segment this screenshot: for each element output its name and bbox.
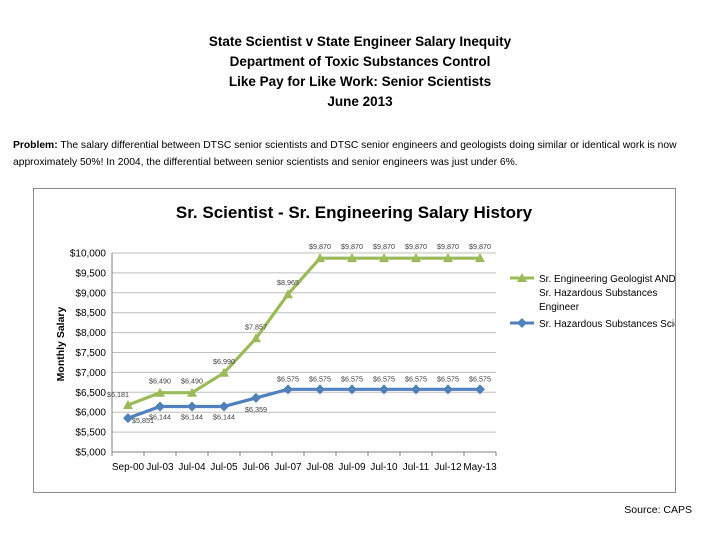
engineering-legend-label: Sr. Engineering Geologist AND bbox=[539, 274, 675, 285]
engineering-data-label: $9,870 bbox=[469, 242, 491, 251]
engineering-point bbox=[251, 333, 261, 343]
engineering-point bbox=[347, 253, 357, 263]
engineering-point bbox=[187, 387, 197, 397]
engineering-point bbox=[443, 253, 453, 263]
scientist-data-label: $6,575 bbox=[277, 374, 299, 383]
x-tick-label: Jul-09 bbox=[338, 462, 366, 473]
engineering-point bbox=[123, 399, 133, 409]
x-tick-label: Jul-04 bbox=[178, 462, 206, 473]
engineering-point bbox=[411, 253, 421, 263]
y-tick-label: $8,000 bbox=[75, 328, 106, 339]
engineering-legend-label: Engineer bbox=[539, 302, 580, 313]
x-tick-label: Jul-08 bbox=[306, 462, 334, 473]
y-tick-label: $5,500 bbox=[75, 428, 106, 439]
series-group bbox=[123, 253, 485, 424]
scientist-point bbox=[315, 384, 325, 395]
engineering-data-label: $9,870 bbox=[309, 242, 331, 251]
gridlines bbox=[112, 252, 496, 453]
data-labels: $6,181 $6,490 $6,490 $6,990 $7,857 $8,965 $9,8… bbox=[107, 242, 491, 425]
x-tick-label: Jul-10 bbox=[370, 462, 398, 473]
scientist-point bbox=[123, 413, 133, 424]
engineering-data-label: $8,965 bbox=[277, 278, 299, 287]
problem-label: Problem: bbox=[13, 140, 58, 151]
y-tick-label: $7,000 bbox=[75, 368, 106, 379]
engineering-data-label: $6,181 bbox=[107, 390, 129, 399]
scientist-point bbox=[155, 401, 165, 412]
engineering-data-label: $6,490 bbox=[181, 377, 203, 386]
engineering-legend-label: Sr. Hazardous Substances bbox=[539, 288, 657, 299]
scientist-point bbox=[251, 392, 261, 403]
salary-chart: Sr. Scientist - Sr. Engineering Salary H… bbox=[33, 188, 676, 493]
scientist-legend-marker bbox=[517, 318, 527, 328]
engineering-legend-marker bbox=[517, 273, 527, 282]
x-tick-label: Jul-11 bbox=[403, 462, 430, 473]
scientist-data-label: $6,359 bbox=[245, 405, 267, 414]
y-tick-label: $9,000 bbox=[75, 288, 106, 299]
scientist-data-label: $6,575 bbox=[341, 374, 363, 383]
chart-canvas: Sr. Scientist - Sr. Engineering Salary H… bbox=[55, 203, 675, 474]
header-department: Department of Toxic Substances Control bbox=[229, 54, 491, 69]
problem-statement: Problem: The salary differential between… bbox=[13, 137, 703, 171]
engineering-point bbox=[155, 387, 165, 397]
engineering-point bbox=[379, 253, 389, 263]
engineering-data-label: $6,990 bbox=[213, 357, 235, 366]
scientist-data-label: $5,851 bbox=[132, 416, 154, 425]
y-tick-label: $5,000 bbox=[75, 448, 106, 459]
engineering-data-label: $7,857 bbox=[245, 322, 267, 331]
header-title: State Scientist v State Engineer Salary … bbox=[208, 34, 512, 49]
source-note: Source: CAPS bbox=[624, 504, 692, 516]
scientist-data-label: $6,144 bbox=[149, 412, 171, 421]
scientist-series-line bbox=[127, 387, 480, 420]
scientist-point bbox=[283, 384, 293, 395]
engineering-point bbox=[315, 253, 325, 263]
y-tick-label: $8,500 bbox=[75, 308, 106, 319]
scientist-legend-label: Sr. Hazardous Substances Scientist bbox=[539, 319, 675, 330]
x-tick-label: Jul-03 bbox=[146, 462, 174, 473]
engineering-data-label: $9,870 bbox=[373, 242, 395, 251]
y-tick-label: $7,500 bbox=[75, 348, 106, 359]
scientist-data-label: $6,575 bbox=[309, 374, 331, 383]
scientist-data-label: $6,575 bbox=[405, 374, 427, 383]
chart-title: Sr. Scientist - Sr. Engineering Salary H… bbox=[176, 203, 533, 222]
scientist-point bbox=[411, 384, 421, 395]
scientist-data-label: $6,144 bbox=[213, 412, 235, 421]
engineering-data-label: $9,870 bbox=[437, 242, 459, 251]
scientist-data-label: $6,144 bbox=[181, 412, 203, 421]
x-tick-label: Sep-00 bbox=[112, 462, 145, 473]
scientist-point bbox=[219, 401, 229, 412]
x-tick-label: May-13 bbox=[463, 462, 497, 473]
y-tick-label: $10,000 bbox=[70, 249, 107, 260]
scientist-data-label: $6,575 bbox=[437, 374, 459, 383]
y-tick-label: $6,000 bbox=[75, 408, 106, 419]
engineering-series-line bbox=[127, 256, 480, 407]
legend: Sr. Engineering Geologist AND Sr. Hazardo… bbox=[510, 273, 675, 330]
x-tick-label: Jul-12 bbox=[434, 462, 462, 473]
engineering-data-label: $6,490 bbox=[149, 377, 171, 386]
scientist-data-label: $6,575 bbox=[469, 374, 491, 383]
page-header: State Scientist v State Engineer Salary … bbox=[0, 32, 720, 112]
y-axis-label: Monthly Salary bbox=[55, 306, 67, 381]
y-tick-label: $6,500 bbox=[75, 388, 106, 399]
scientist-point bbox=[379, 384, 389, 395]
x-tick-label: Jul-06 bbox=[242, 462, 270, 473]
header-date: June 2013 bbox=[327, 94, 393, 109]
engineering-point bbox=[283, 289, 293, 299]
engineering-point bbox=[475, 253, 485, 263]
scientist-data-label: $6,575 bbox=[373, 374, 395, 383]
axes: $5,000 $5,500 $6,000 $6,500 $7,000 $7,500 $8,0… bbox=[70, 249, 497, 474]
scientist-point bbox=[347, 384, 357, 395]
scientist-point bbox=[475, 384, 485, 395]
scientist-point bbox=[443, 384, 453, 395]
x-tick-label: Jul-05 bbox=[210, 462, 238, 473]
scientist-point bbox=[187, 401, 197, 412]
y-tick-label: $9,500 bbox=[75, 268, 106, 279]
engineering-data-label: $9,870 bbox=[405, 242, 427, 251]
engineering-data-label: $9,870 bbox=[341, 242, 363, 251]
header-subtitle: Like Pay for Like Work: Senior Scientist… bbox=[228, 74, 492, 89]
engineering-point bbox=[219, 367, 229, 377]
problem-text: The salary differential between DTSC sen… bbox=[13, 140, 677, 168]
x-tick-label: Jul-07 bbox=[274, 462, 302, 473]
